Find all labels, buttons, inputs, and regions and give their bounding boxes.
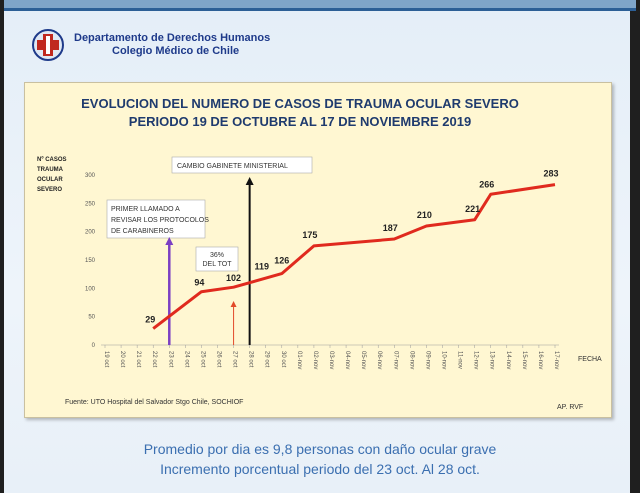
- org-subname: Colegio Médico de Chile: [112, 45, 240, 57]
- annotation-text: CAMBIO GABINETE MINISTERIAL: [177, 163, 288, 170]
- annotation-arrowhead: [245, 177, 254, 185]
- data-label: 187: [383, 223, 398, 233]
- data-label: 175: [302, 230, 317, 240]
- y-tick-label: 100: [85, 286, 96, 292]
- x-tick-label: 06-nov: [376, 351, 382, 369]
- x-tick-label: 11-nov: [457, 351, 463, 369]
- annotation-arrowhead: [165, 237, 174, 245]
- x-tick-label: 10-nov: [441, 351, 447, 369]
- chart-panel: EVOLUCION DEL NUMERO DE CASOS DE TRAUMA …: [24, 82, 612, 418]
- credit-note: AP. RVF: [557, 404, 583, 411]
- x-tick-label: 04-nov: [344, 351, 350, 369]
- x-tick-label: 24 oct: [183, 351, 189, 368]
- footer-line-2: Incremento porcentual periodo del 23 oct…: [160, 461, 480, 477]
- y-tick-label: 50: [88, 315, 95, 321]
- x-tick-label: 14-nov: [505, 351, 511, 369]
- x-tick-label: 08-nov: [408, 351, 414, 369]
- footer-line-1: Promedio por dia es 9,8 personas con dañ…: [143, 441, 497, 457]
- x-axis-label: FECHA: [578, 356, 602, 363]
- data-label: 221: [465, 204, 480, 214]
- x-tick-label: 07-nov: [392, 351, 398, 369]
- x-tick-label: 02-nov: [312, 351, 318, 369]
- trauma-chart: EVOLUCION DEL NUMERO DE CASOS DE TRAUMA …: [37, 96, 602, 411]
- x-tick-label: 01-nov: [296, 351, 302, 369]
- org-name: Departamento de Derechos Humanos: [74, 32, 271, 44]
- data-label: 266: [479, 179, 494, 189]
- x-tick-label: 28 oct: [248, 351, 254, 368]
- annotation-arrowhead: [230, 301, 237, 307]
- y-tick-label: 200: [85, 230, 96, 236]
- x-tick-label: 27 oct: [232, 351, 238, 368]
- y-tick-label: 150: [85, 258, 96, 264]
- colegio-medico-logo: [28, 28, 68, 62]
- annotation-box: [171, 156, 313, 174]
- data-label: 29: [145, 315, 155, 325]
- chart-subtitle: PERIODO 19 DE OCTUBRE AL 17 DE NOVIEMBRE…: [129, 114, 471, 129]
- x-tick-label: 20 oct: [119, 351, 125, 368]
- x-tick-label: 15-nov: [521, 351, 527, 369]
- x-tick-label: 25 oct: [199, 351, 205, 368]
- x-tick-label: 09-nov: [424, 351, 430, 369]
- x-tick-label: 13-nov: [489, 351, 495, 369]
- annotation-box: [195, 246, 239, 272]
- y-tick-label: 0: [92, 343, 96, 349]
- y-tick-label: 250: [85, 201, 96, 207]
- y-label-line: SEVERO: [37, 187, 62, 193]
- annotation-text: DE CARABINEROS: [111, 228, 174, 235]
- data-labels: 29 94 102 119 126 175 187 210 221 266 283: [145, 169, 558, 325]
- annotation-text: REVISAR LOS PROTOCOLOS: [111, 217, 209, 224]
- x-tick-label: 29 oct: [264, 351, 270, 368]
- top-bar: [4, 0, 636, 11]
- annotation-text: PRIMER LLAMADO A: [111, 206, 180, 213]
- data-label: 119: [254, 262, 269, 272]
- y-axis-label: Nº CASOS TRAUMA OCULAR SEVERO: [37, 157, 67, 193]
- annotations: PRIMER LLAMADO A REVISAR LOS PROTOCOLOS DE…: [106, 156, 313, 345]
- x-tick-label: 05-nov: [360, 351, 366, 369]
- y-label-line: TRAUMA: [37, 167, 64, 173]
- slide: Departamento de Derechos Humanos Colegio…: [4, 0, 636, 493]
- y-axis: 0 50 100 150 200 250 300: [85, 173, 96, 349]
- annotation-box: [106, 199, 206, 239]
- data-label: 102: [226, 273, 241, 283]
- x-tick-label: 17-nov: [553, 351, 559, 369]
- x-tick-label: 21 oct: [135, 351, 141, 368]
- x-axis: 19 oct 20 oct 21 oct 22 oct 23 oct 24 oct 25 o…: [101, 344, 559, 369]
- data-label: 126: [274, 256, 289, 266]
- data-label: 210: [417, 210, 432, 220]
- x-tick-label: 12-nov: [473, 351, 479, 369]
- y-label-line: OCULAR: [37, 177, 63, 183]
- y-tick-label: 300: [85, 173, 96, 179]
- x-tick-label: 19 oct: [103, 351, 109, 368]
- data-label: 283: [543, 169, 558, 179]
- y-label-line: Nº CASOS: [37, 157, 67, 163]
- x-tick-label: 16-nov: [537, 351, 543, 369]
- series-lines: [152, 183, 556, 330]
- x-tick-label: 03-nov: [328, 351, 334, 369]
- series-line: [152, 183, 556, 330]
- annotation-text: DEL TOT: [202, 261, 232, 268]
- chart-title: EVOLUCION DEL NUMERO DE CASOS DE TRAUMA …: [81, 96, 519, 111]
- source-note: Fuente: UTO Hospital del Salvador Stgo C…: [65, 399, 243, 406]
- data-label: 94: [194, 278, 204, 288]
- x-tick-label: 26 oct: [216, 351, 222, 368]
- x-tick-label: 23 oct: [167, 351, 173, 368]
- annotation-text: 36%: [210, 252, 224, 259]
- x-tick-label: 22 oct: [151, 351, 157, 368]
- x-tick-label: 30 oct: [280, 351, 286, 368]
